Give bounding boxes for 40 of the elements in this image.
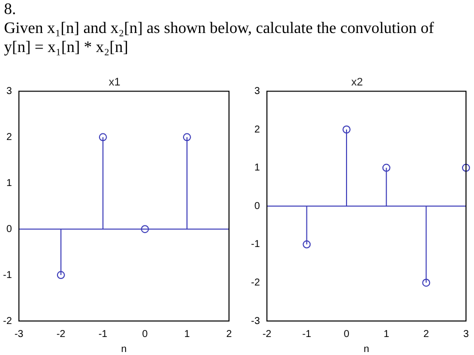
y-tick-label: 2 (6, 132, 12, 143)
point (382, 164, 390, 172)
point (342, 126, 351, 134)
x-tick-label: -2 (56, 328, 66, 340)
chart-title: x1 (108, 76, 120, 89)
chart-title: x2 (351, 76, 363, 89)
x-tick-label: 3 (463, 328, 470, 340)
point (140, 225, 149, 234)
y-tick-label: -1 (2, 270, 12, 281)
y-tick-label: 3 (6, 86, 12, 97)
x-tick-label: 2 (423, 328, 430, 340)
y-tick-label: 2 (254, 124, 260, 136)
x-tick-label: -1 (302, 328, 312, 340)
y-tick-label: 0 (254, 200, 260, 212)
x-tick-label: 0 (142, 328, 148, 340)
y-tick-label: 1 (6, 178, 12, 189)
point (302, 240, 311, 248)
x-tick-label: -2 (262, 328, 272, 340)
y-tick-label: 0 (6, 224, 12, 235)
point (56, 271, 65, 280)
y-tick-label: -2 (2, 316, 12, 327)
y-tick-label: 3 (254, 86, 260, 97)
y-tick-label: -1 (250, 239, 260, 250)
y-tick-label: -3 (250, 316, 260, 327)
point (462, 164, 470, 172)
x-axis-title: n (364, 344, 370, 355)
x-tick-label: 0 (344, 328, 350, 340)
x-tick-label: 2 (226, 328, 232, 340)
text: Given x₁[n] and x₂[n] as shown below, calculate the convolution of y[n] = x₁[n] * x₂[n] (4, 19, 435, 57)
point (422, 278, 430, 287)
y-tick-label: 1 (254, 162, 260, 174)
x-tick-label: 1 (184, 328, 190, 340)
x-tick-label: -1 (98, 328, 108, 340)
point (182, 133, 191, 142)
text: 8. (4, 0, 17, 19)
x-tick-label: -3 (14, 328, 24, 340)
x-tick-label: 1 (384, 328, 390, 340)
y-tick-label: -2 (250, 277, 260, 288)
x-axis-title: n (121, 344, 127, 355)
point (98, 133, 107, 142)
